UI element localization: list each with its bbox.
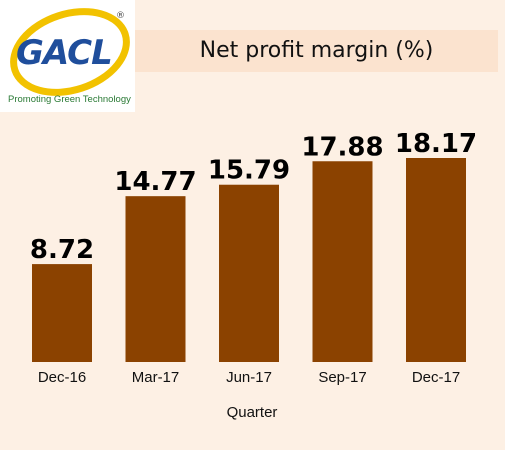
x-axis-title: Quarter xyxy=(227,404,278,421)
value-label-Sep-17: 17.88 xyxy=(301,132,383,162)
bar-Jun-17 xyxy=(219,184,279,362)
value-label-Jun-17: 15.79 xyxy=(208,156,290,186)
bar-Dec-16 xyxy=(32,264,92,362)
value-label-Dec-17: 18.17 xyxy=(395,129,477,159)
title-bar: Net profit margin (%) xyxy=(135,30,498,72)
bar-Mar-17 xyxy=(125,196,186,362)
category-label-Dec-16: Dec-16 xyxy=(38,369,86,386)
category-label-Mar-17: Mar-17 xyxy=(132,369,180,386)
category-label-Jun-17: Jun-17 xyxy=(226,369,272,386)
logo-tagline: Promoting Green Technology xyxy=(8,94,131,105)
value-label-Dec-16: 8.72 xyxy=(30,235,94,265)
logo-wordmark: GACL xyxy=(16,33,112,73)
chart-title: Net profit margin (%) xyxy=(199,38,434,63)
registered-mark: ® xyxy=(116,11,125,21)
category-label-Sep-17: Sep-17 xyxy=(318,369,366,386)
gacl-logo-mark: GACL ® Promoting Green Technology xyxy=(8,8,131,105)
gacl-logo: GACL ® Promoting Green Technology xyxy=(0,0,135,112)
value-label-Mar-17: 14.77 xyxy=(114,167,196,197)
bar-Dec-17 xyxy=(406,158,466,362)
bar-Sep-17 xyxy=(312,161,373,362)
logo-ring-shape xyxy=(10,8,130,96)
category-label-Dec-17: Dec-17 xyxy=(412,369,460,386)
